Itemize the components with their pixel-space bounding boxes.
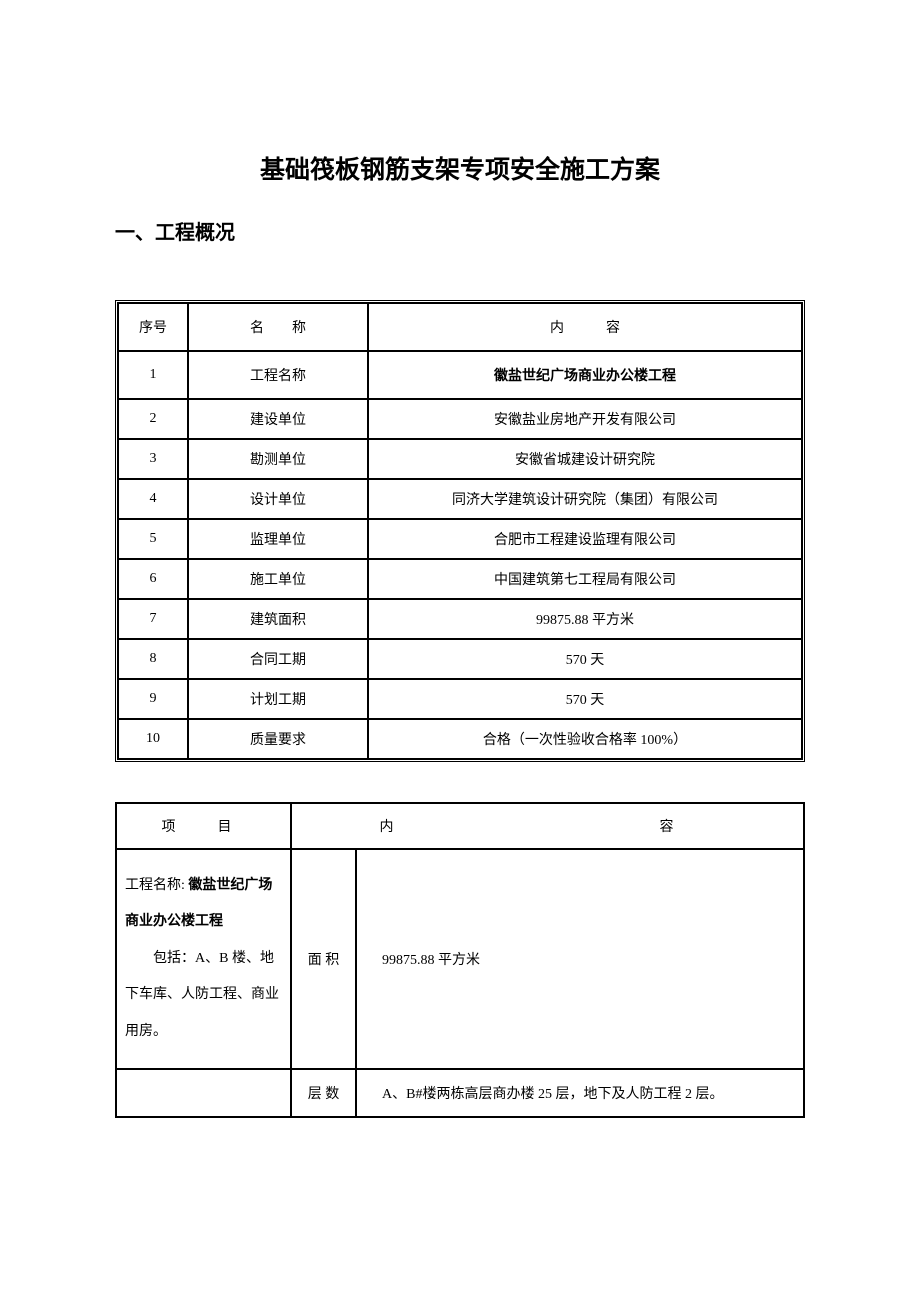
cell-seq: 1	[118, 351, 188, 399]
cell-content: 安徽省城建设计研究院	[368, 439, 802, 479]
table-row: 工程名称: 徽盐世纪广场商业办公楼工程 包括：A、B 楼、地下车库、人防工程、商…	[116, 849, 804, 1069]
attr-label: 面 积	[291, 849, 356, 1069]
cell-seq: 4	[118, 479, 188, 519]
table-row: 3勘测单位安徽省城建设计研究院	[118, 439, 802, 479]
cell-name: 建设单位	[188, 399, 368, 439]
cell-name: 勘测单位	[188, 439, 368, 479]
section-heading-1: 一、工程概况	[115, 216, 805, 245]
cell-content: 合格（一次性验收合格率 100%）	[368, 719, 802, 759]
cell-content: 同济大学建筑设计研究院（集团）有限公司	[368, 479, 802, 519]
project-label: 工程名称:	[125, 878, 185, 893]
attr-value: A、B#楼两栋高层商办楼 25 层，地下及人防工程 2 层。	[356, 1069, 804, 1117]
cell-name: 施工单位	[188, 559, 368, 599]
project-name-cell: 工程名称: 徽盐世纪广场商业办公楼工程 包括：A、B 楼、地下车库、人防工程、商…	[116, 849, 291, 1069]
cell-name: 工程名称	[188, 351, 368, 399]
overview-table: 序号 名 称 内 容 1工程名称徽盐世纪广场商业办公楼工程2建设单位安徽盐业房地…	[115, 300, 805, 762]
table-row: 2建设单位安徽盐业房地产开发有限公司	[118, 399, 802, 439]
cell-content: 99875.88 平方米	[368, 599, 802, 639]
th-name: 名 称	[188, 303, 368, 351]
cell-content: 合肥市工程建设监理有限公司	[368, 519, 802, 559]
cell-seq: 6	[118, 559, 188, 599]
table-row: 10质量要求合格（一次性验收合格率 100%）	[118, 719, 802, 759]
project-name-cell-empty	[116, 1069, 291, 1117]
cell-seq: 7	[118, 599, 188, 639]
cell-name: 质量要求	[188, 719, 368, 759]
table-row: 7建筑面积99875.88 平方米	[118, 599, 802, 639]
cell-seq: 2	[118, 399, 188, 439]
table-row: 1工程名称徽盐世纪广场商业办公楼工程	[118, 351, 802, 399]
cell-seq: 8	[118, 639, 188, 679]
cell-seq: 3	[118, 439, 188, 479]
th-project: 项 目	[116, 803, 291, 849]
cell-name: 计划工期	[188, 679, 368, 719]
table-row: 5监理单位合肥市工程建设监理有限公司	[118, 519, 802, 559]
cell-content: 安徽盐业房地产开发有限公司	[368, 399, 802, 439]
cell-content: 570 天	[368, 679, 802, 719]
attr-label: 层 数	[291, 1069, 356, 1117]
project-detail-table: 项 目 内 容 工程名称: 徽盐世纪广场商业办公楼工程 包括：A、B 楼、地下车…	[115, 802, 805, 1118]
cell-seq: 5	[118, 519, 188, 559]
table-row: 9计划工期570 天	[118, 679, 802, 719]
document-page: 基础筏板钢筋支架专项安全施工方案 一、工程概况 序号 名 称 内 容 1工程名称…	[0, 0, 920, 1302]
document-title: 基础筏板钢筋支架专项安全施工方案	[115, 150, 805, 186]
table-header-row: 项 目 内 容	[116, 803, 804, 849]
th-seq: 序号	[118, 303, 188, 351]
table-row: 8合同工期570 天	[118, 639, 802, 679]
cell-name: 设计单位	[188, 479, 368, 519]
table-row: 层 数 A、B#楼两栋高层商办楼 25 层，地下及人防工程 2 层。	[116, 1069, 804, 1117]
table-header-row: 序号 名 称 内 容	[118, 303, 802, 351]
cell-content: 570 天	[368, 639, 802, 679]
cell-name: 建筑面积	[188, 599, 368, 639]
cell-name: 监理单位	[188, 519, 368, 559]
attr-value: 99875.88 平方米	[356, 849, 804, 1069]
th-content: 内 容	[291, 803, 804, 849]
cell-seq: 10	[118, 719, 188, 759]
cell-content: 中国建筑第七工程局有限公司	[368, 559, 802, 599]
cell-seq: 9	[118, 679, 188, 719]
project-includes: 包括：A、B 楼、地下车库、人防工程、商业用房。	[125, 941, 282, 1050]
table-row: 4设计单位同济大学建筑设计研究院（集团）有限公司	[118, 479, 802, 519]
cell-name: 合同工期	[188, 639, 368, 679]
table-row: 6施工单位中国建筑第七工程局有限公司	[118, 559, 802, 599]
th-content: 内 容	[368, 303, 802, 351]
cell-content: 徽盐世纪广场商业办公楼工程	[368, 351, 802, 399]
